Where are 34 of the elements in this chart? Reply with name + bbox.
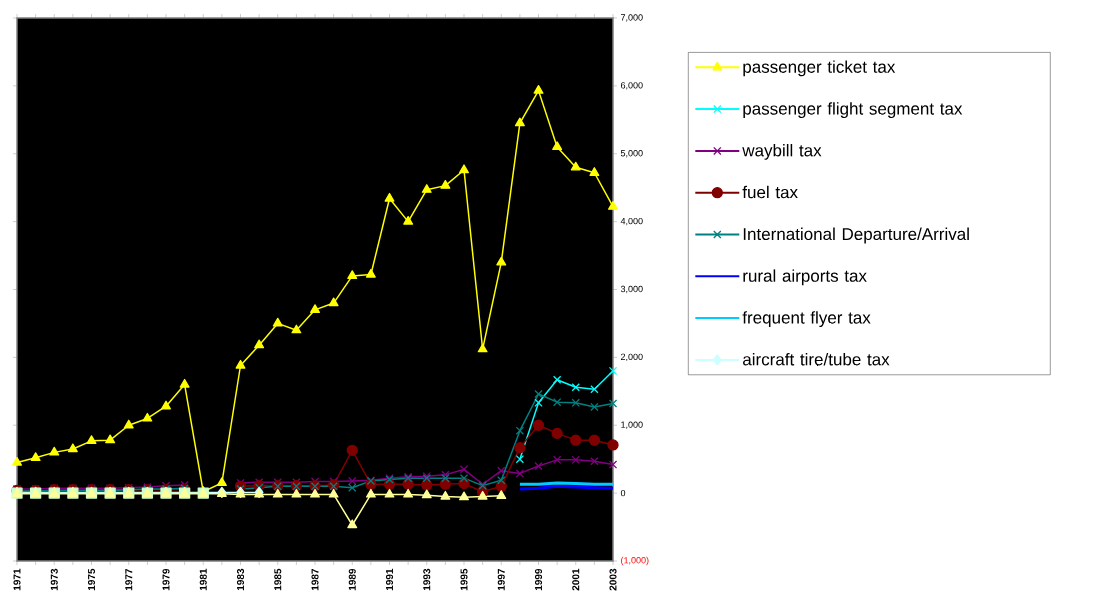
- y-tick-label: 1,000: [621, 421, 643, 429]
- x-tick-label: 2001: [572, 568, 580, 591]
- legend-label: aircraft tire/tube tax: [743, 352, 890, 366]
- legend-label: passenger ticket tax: [743, 60, 896, 77]
- x-tick-label: 1985: [274, 568, 282, 591]
- legend-label: International Departure/Arrival: [743, 227, 969, 244]
- x-tick-label: 1975: [87, 568, 96, 591]
- x-tick-label: 1987: [311, 568, 319, 591]
- x-tick-label: 1995: [460, 568, 468, 591]
- x-tick-label: 1973: [50, 568, 58, 591]
- x-tick-label: 1971: [13, 568, 21, 591]
- x-tick-label: 1977: [125, 568, 133, 591]
- x-tick-label: 1993: [423, 568, 431, 591]
- x-tick-label: 1991: [385, 568, 394, 591]
- x-tick-label: 1997: [497, 568, 505, 591]
- legend-label: waybill tax: [742, 144, 822, 160]
- x-tick-label: 1981: [199, 568, 207, 591]
- legend-label: rural airports tax: [743, 269, 867, 286]
- legend-label: fuel tax: [742, 185, 798, 199]
- y-tick-label: (1,000): [621, 556, 649, 566]
- y-tick-label: 3,000: [620, 285, 643, 294]
- y-tick-label: 2,000: [620, 353, 643, 362]
- legend-label: passenger flight segment tax: [743, 102, 963, 119]
- x-tick-label: 1989: [348, 568, 356, 591]
- x-tick-label: 2003: [609, 568, 617, 591]
- legend-label: frequent flyer tax: [742, 311, 871, 328]
- x-tick-label: 1999: [534, 568, 543, 591]
- x-tick-label: 1979: [162, 568, 170, 591]
- y-tick-label: 4,000: [620, 217, 643, 226]
- y-tick-label: 6,000: [620, 82, 643, 90]
- y-tick-label: 0: [620, 489, 626, 497]
- x-tick-label: 1983: [236, 568, 245, 591]
- y-tick-label: 7,000: [621, 14, 643, 22]
- y-tick-label: 5,000: [620, 150, 643, 158]
